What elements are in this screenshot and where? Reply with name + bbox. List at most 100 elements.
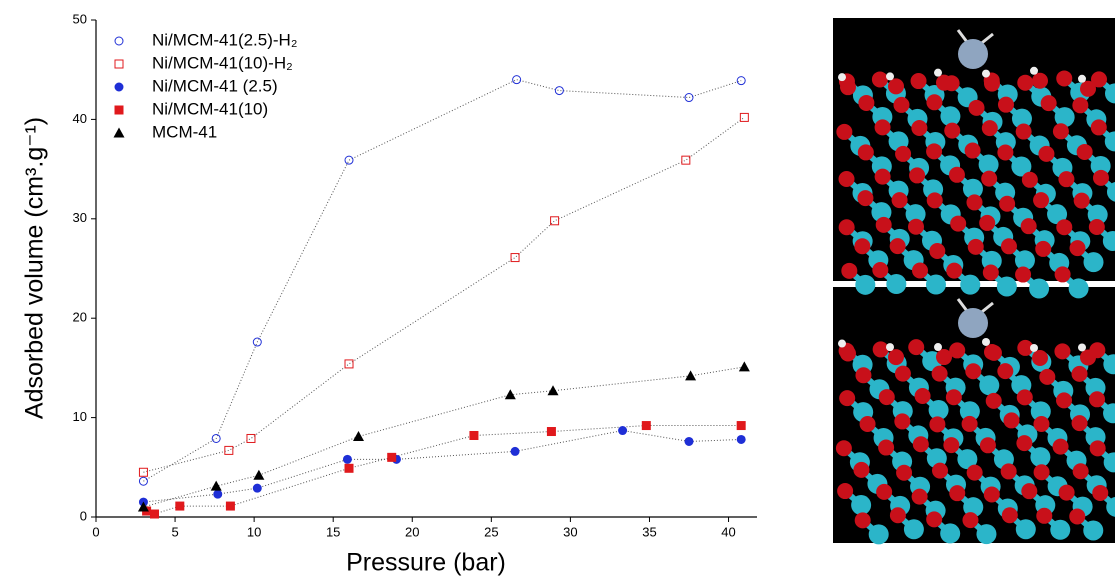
atom-o <box>982 264 999 281</box>
point <box>114 36 124 46</box>
atom-o <box>855 367 872 384</box>
atom-o <box>1035 240 1052 257</box>
atom-si <box>1106 497 1115 517</box>
atom-h <box>886 72 894 81</box>
atom-o <box>889 238 906 255</box>
atom-ni <box>958 308 988 338</box>
atom-h <box>838 339 846 348</box>
atom-si <box>1011 108 1032 129</box>
atom-o <box>999 195 1016 212</box>
atom-o <box>894 413 911 430</box>
atom-o <box>926 511 943 528</box>
atom-si <box>1102 230 1115 251</box>
atom-si <box>979 375 1000 396</box>
point <box>510 253 520 263</box>
atom-o <box>1032 349 1048 366</box>
atom-o <box>965 363 982 380</box>
atom-h <box>886 343 894 352</box>
point <box>736 434 746 444</box>
atom-si <box>957 449 978 470</box>
point <box>512 75 522 85</box>
atom-o <box>1090 119 1107 136</box>
atom-o <box>914 388 931 405</box>
atom-si <box>940 106 961 127</box>
point <box>150 509 160 519</box>
atom-o <box>1069 240 1086 257</box>
atom-o <box>891 192 908 209</box>
atom-si <box>1015 519 1036 540</box>
atom-si <box>855 274 876 295</box>
y-tick-label: 50 <box>73 11 87 26</box>
atom-o <box>997 144 1014 161</box>
atom-o <box>1072 463 1089 480</box>
atom-o <box>950 215 967 232</box>
point <box>114 59 124 69</box>
atom-o <box>936 74 952 91</box>
atom-si <box>905 204 926 225</box>
atom-si <box>963 497 984 518</box>
point <box>738 361 750 372</box>
atom-o <box>1089 391 1106 408</box>
atom-o <box>929 242 946 259</box>
atom-o <box>911 119 928 136</box>
atom-si <box>851 495 872 516</box>
atom-o <box>964 142 981 159</box>
atom-o <box>979 437 996 454</box>
atom-si <box>1054 107 1075 128</box>
atom-o <box>872 262 889 279</box>
x-tick-label: 35 <box>642 524 656 539</box>
atom-o <box>1073 192 1090 209</box>
atom-si <box>928 400 949 421</box>
atom-o <box>931 365 948 382</box>
atom-o <box>1017 339 1034 356</box>
atom-o <box>1001 507 1018 524</box>
atom-o <box>1016 389 1033 406</box>
atom-o <box>1052 123 1069 140</box>
atom-o <box>840 79 856 96</box>
atom-o <box>944 122 961 139</box>
atom-h <box>1078 74 1086 83</box>
atom-o <box>946 262 963 279</box>
atom-o <box>910 73 927 90</box>
point <box>252 337 262 347</box>
atom-o <box>1092 484 1109 501</box>
atom-o <box>1071 365 1088 382</box>
atom-o <box>839 390 856 407</box>
atom-o <box>997 96 1014 113</box>
atom-o <box>1036 507 1053 524</box>
atom-si <box>1068 278 1089 299</box>
atom-o <box>909 167 926 184</box>
atom-o <box>1071 415 1088 432</box>
atom-o <box>1033 415 1050 432</box>
atom-h <box>1030 343 1038 352</box>
point <box>510 446 520 456</box>
point <box>554 86 564 96</box>
atom-o <box>949 342 966 359</box>
x-tick-label: 10 <box>247 524 261 539</box>
atom-o <box>1021 171 1038 188</box>
atom-o <box>929 416 946 433</box>
x-tick-label: 0 <box>92 524 99 539</box>
point <box>736 76 746 86</box>
atom-o <box>1017 74 1034 91</box>
atom-o <box>997 363 1014 380</box>
atom-o <box>962 512 979 529</box>
atom-o <box>871 71 888 88</box>
atom-o <box>911 262 928 279</box>
atom-o <box>1000 238 1017 255</box>
atom-o <box>968 99 985 116</box>
point <box>344 359 354 369</box>
x-tick-label: 15 <box>326 524 340 539</box>
atom-o <box>981 170 998 187</box>
atom-o <box>943 437 960 454</box>
atom-o <box>1058 484 1075 501</box>
x-tick-label: 25 <box>484 524 498 539</box>
atom-o <box>1054 266 1071 283</box>
x-tick-label: 5 <box>171 524 178 539</box>
atom-si <box>1087 204 1108 225</box>
atom-o <box>961 415 978 432</box>
point <box>504 389 516 400</box>
point <box>684 436 694 446</box>
